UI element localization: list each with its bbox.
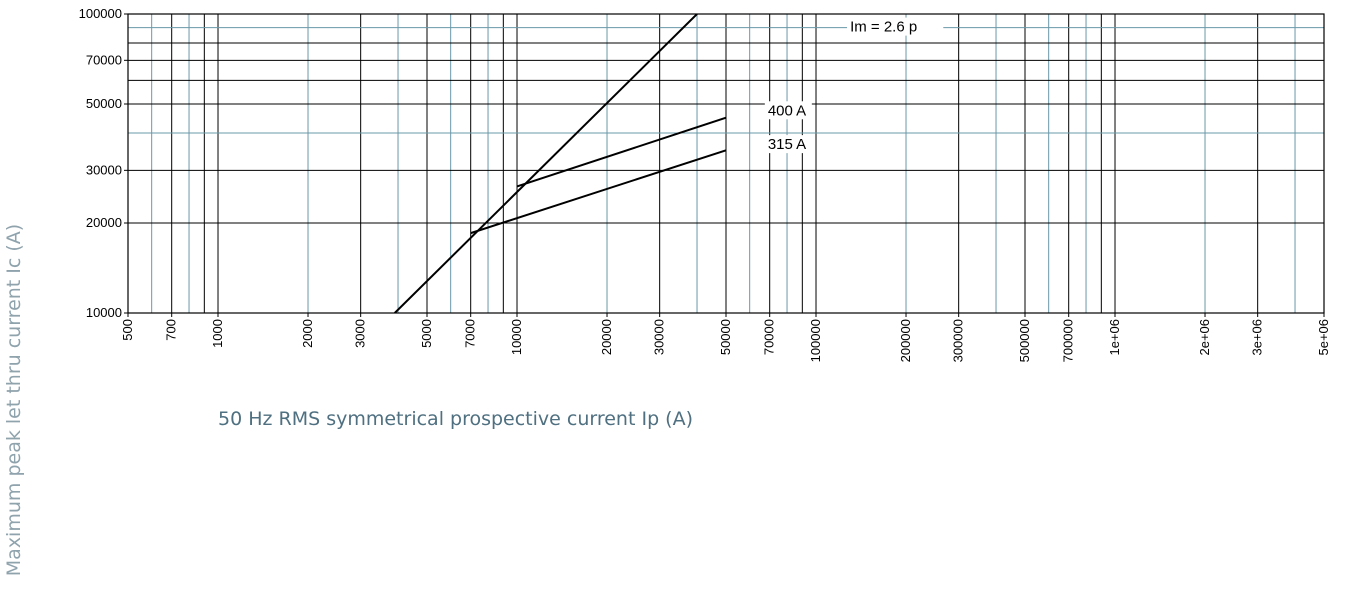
annotation-background — [764, 101, 812, 120]
x-tick-label: 100000 — [808, 319, 823, 362]
annotation-label: 315 A — [768, 136, 806, 153]
annotation-label: 400 A — [768, 102, 806, 119]
series-line — [516, 116, 727, 188]
x-tick-label: 50000 — [718, 319, 733, 355]
y-tick-label: 100000 — [79, 6, 122, 21]
x-axis-label: 50 Hz RMS symmetrical prospective curren… — [218, 408, 693, 430]
x-tick-label: 1e+06 — [1107, 319, 1122, 356]
x-tick-label: 7000 — [463, 319, 478, 348]
annotation-background — [847, 17, 944, 36]
x-tick-label: 2000 — [300, 319, 315, 348]
x-tick-label: 70000 — [762, 319, 777, 355]
x-tick-label: 5000 — [419, 319, 434, 348]
annotation-background — [764, 135, 812, 154]
x-tick-label: 500000 — [1017, 319, 1032, 362]
x-tick-label: 200000 — [898, 319, 913, 362]
y-tick-label: 10000 — [86, 305, 122, 320]
series-line — [394, 14, 698, 313]
series-line — [470, 149, 727, 235]
x-tick-label: 500 — [120, 319, 135, 341]
x-tick-label: 700000 — [1061, 319, 1076, 362]
y-tick-label: 20000 — [86, 215, 122, 230]
y-tick-label: 50000 — [86, 96, 122, 111]
x-tick-label: 2e+06 — [1197, 319, 1212, 356]
x-tick-label: 3000 — [353, 319, 368, 348]
y-tick-label: 70000 — [86, 52, 122, 67]
x-tick-label: 3e+06 — [1250, 319, 1265, 356]
x-tick-label: 30000 — [652, 319, 667, 355]
x-tick-label: 10000 — [509, 319, 524, 355]
x-tick-label: 1000 — [210, 319, 225, 348]
x-tick-label: 20000 — [599, 319, 614, 355]
y-tick-label: 30000 — [86, 162, 122, 177]
annotation-label: Im = 2.6 p — [850, 19, 917, 36]
x-tick-label: 300000 — [951, 319, 966, 362]
x-tick-label: 700 — [164, 319, 179, 341]
x-tick-label: 5e+06 — [1316, 319, 1331, 356]
